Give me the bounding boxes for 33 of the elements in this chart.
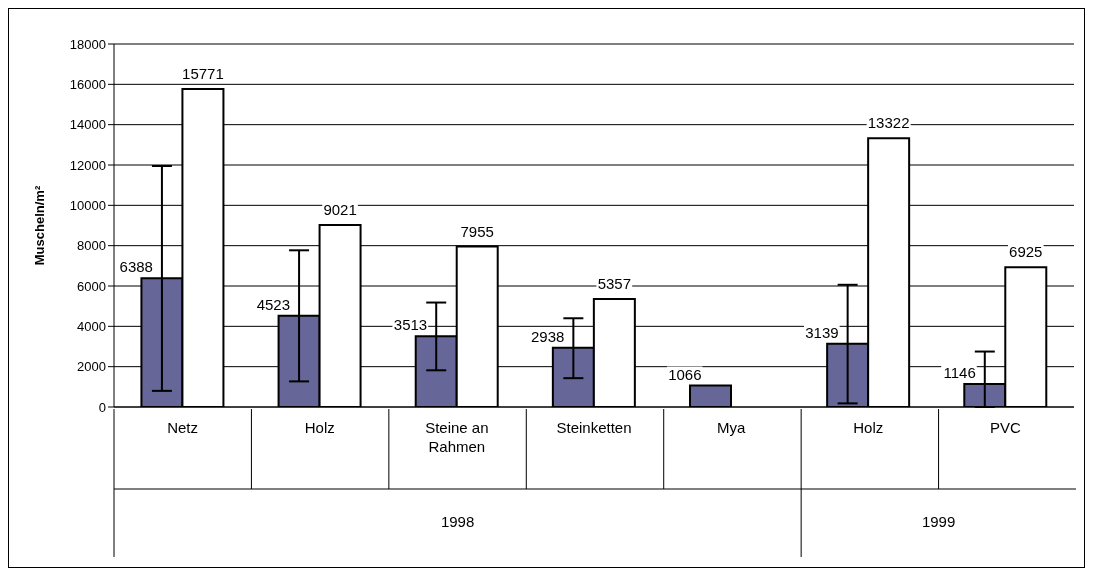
y-tick-label: 0 xyxy=(98,399,106,415)
data-label: 6925 xyxy=(1009,243,1043,261)
y-tick-label: 18000 xyxy=(69,36,106,52)
y-tick-label: 6000 xyxy=(77,278,106,294)
x-tick-label: Holz xyxy=(853,419,884,436)
data-label: 9021 xyxy=(323,201,357,219)
text: 1999 xyxy=(921,513,956,530)
data-label: 15771 xyxy=(182,64,224,82)
y-tick-label: 10000 xyxy=(69,197,106,213)
y-tick-label: 12000 xyxy=(69,157,106,173)
data-label: 7955 xyxy=(460,222,494,240)
data-label: 4523 xyxy=(256,295,291,313)
x-tick-label: PVC xyxy=(990,419,1022,436)
data-label: 3513 xyxy=(393,316,428,334)
y-tick-label: 16000 xyxy=(69,76,106,92)
text: 1998 xyxy=(440,513,475,530)
data-label: 5357 xyxy=(597,274,632,292)
y-tick-label: 14000 xyxy=(69,117,106,133)
x-tick-label: Mya xyxy=(716,419,746,436)
y-tick-label: 4000 xyxy=(77,318,106,334)
y-axis-title: Muscheln/m² xyxy=(31,185,47,266)
data-label: 2938 xyxy=(530,327,565,345)
data-label: 1066 xyxy=(668,365,702,383)
x-tick-label: Steine an Rahmen xyxy=(425,419,489,455)
x-tick-label: Steinketten xyxy=(556,419,632,436)
y-tick-label: 2000 xyxy=(77,359,106,375)
data-label: 6388 xyxy=(119,258,153,276)
data-label: 1146 xyxy=(943,363,976,381)
x-tick-label: Holz xyxy=(304,419,335,436)
x-tick-label: Netz xyxy=(167,419,198,436)
data-label: 13322 xyxy=(867,114,910,132)
data-label: 3139 xyxy=(805,323,839,341)
y-tick-label: 8000 xyxy=(77,238,106,254)
